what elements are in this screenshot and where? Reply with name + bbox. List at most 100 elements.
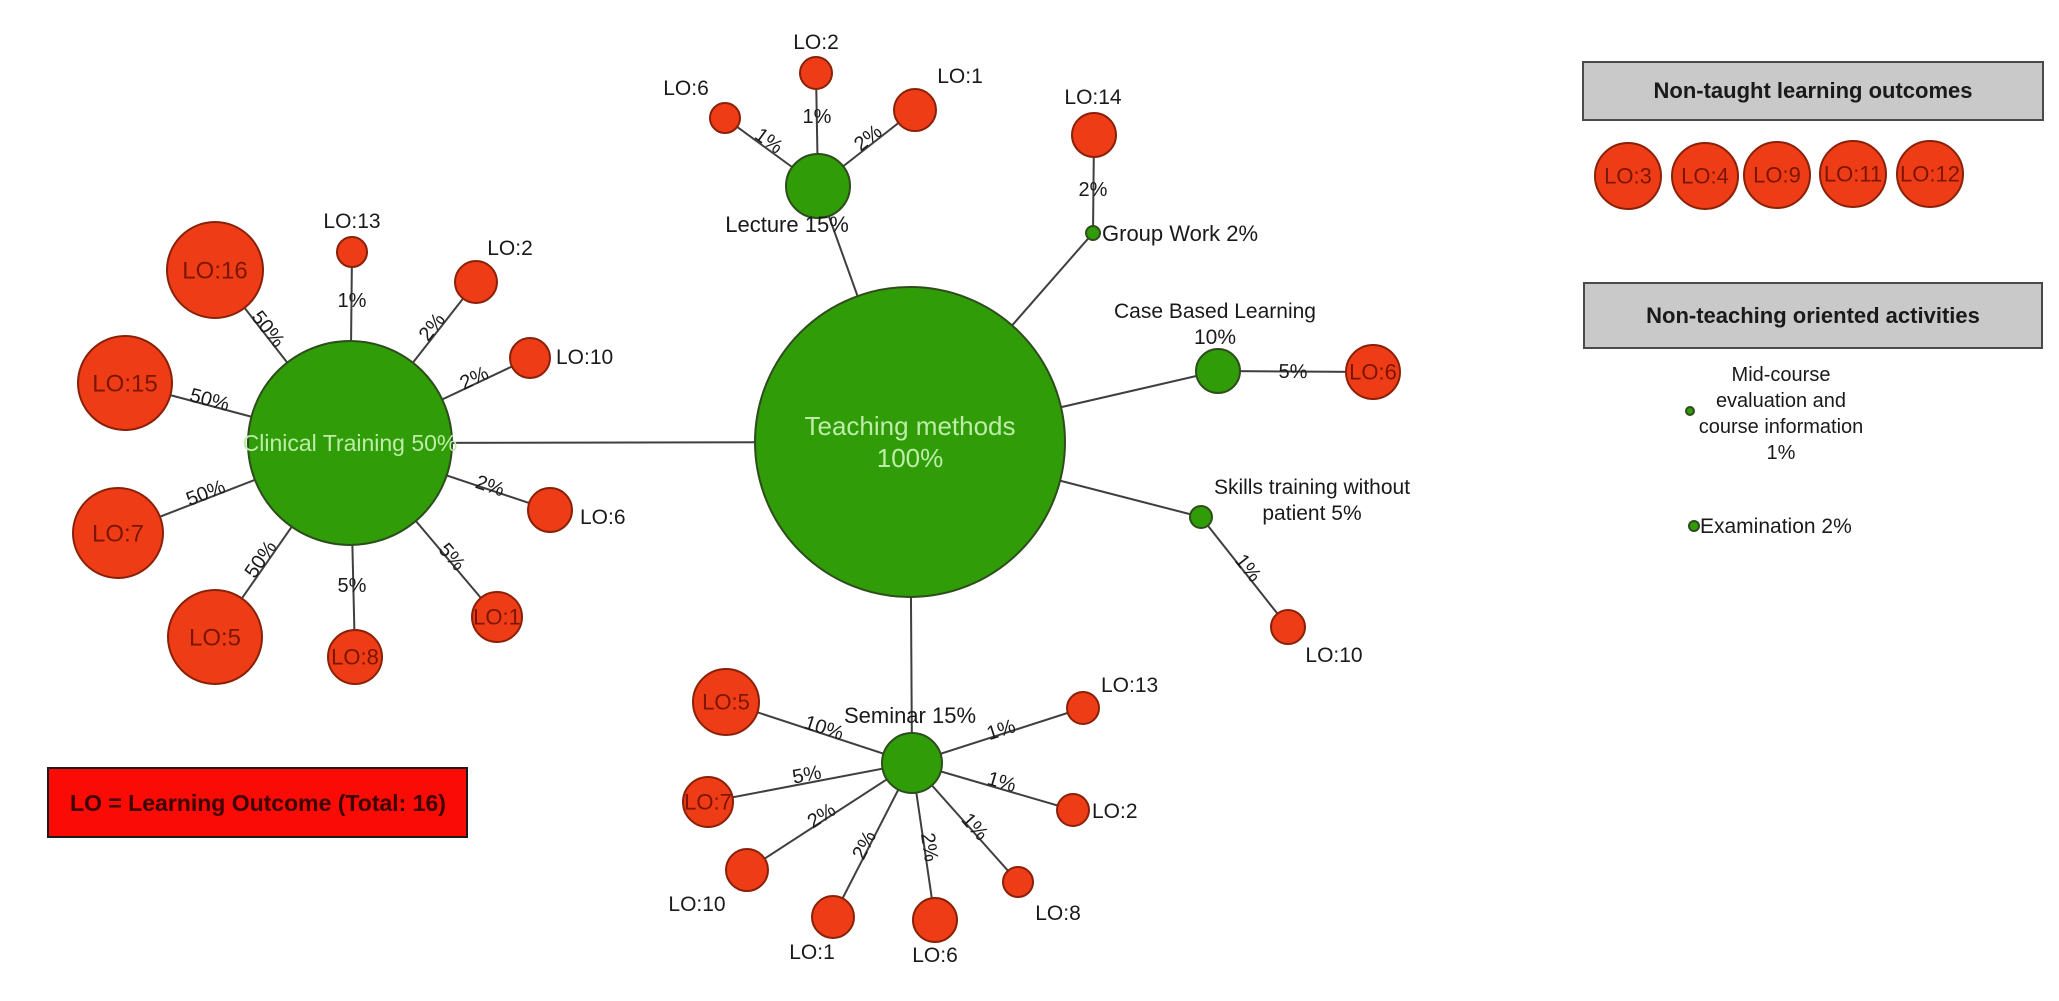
node-label-cl_lo2: LO:2 bbox=[487, 237, 533, 260]
method-node-seminar bbox=[881, 732, 943, 794]
outcome-node-cl_lo13 bbox=[336, 236, 368, 268]
node-label-cl_lo10: LO:10 bbox=[556, 346, 613, 369]
node-label-nt_lo12: LO:12 bbox=[1900, 162, 1960, 187]
pct-label-clinical-cl_lo16: 50% bbox=[247, 307, 289, 352]
node-label-lec_lo6: LO:6 bbox=[663, 77, 709, 100]
outcome-node-sem_lo7 bbox=[682, 776, 734, 828]
outcome-node-sem_lo1 bbox=[811, 895, 855, 939]
pct-label-seminar-sem_lo7: 5% bbox=[791, 762, 824, 789]
edge-seminar-sem_lo7 bbox=[707, 762, 913, 803]
pct-label-skills-sk_lo10: 1% bbox=[1230, 550, 1265, 586]
pct-label-clinical-cl_lo8: 5% bbox=[338, 575, 367, 597]
method-node-exam bbox=[1688, 520, 1700, 532]
node-label-lec_lo2: LO:2 bbox=[793, 31, 839, 54]
pct-label-seminar-sem_lo2: 1% bbox=[985, 768, 1019, 797]
pct-label-lecture-lec_lo1: 2% bbox=[850, 121, 886, 156]
outcome-node-cl_lo10 bbox=[509, 337, 551, 379]
legend-non-taught-title: Non-taught learning outcomes bbox=[1654, 78, 1973, 103]
outcome-node-lec_lo6 bbox=[709, 102, 741, 134]
node-label-sem_lo5: LO:5 bbox=[702, 690, 750, 715]
node-label-cl_lo8: LO:8 bbox=[331, 645, 379, 670]
outcome-node-sem_lo8 bbox=[1002, 866, 1034, 898]
pct-label-clinical-cl_lo7: 50% bbox=[183, 476, 228, 511]
pct-label-seminar-sem_lo5: 10% bbox=[801, 712, 846, 745]
outcome-node-lec_lo2 bbox=[799, 56, 833, 90]
node-label-sem_lo8: LO:8 bbox=[1035, 902, 1081, 925]
edge-skills-sk_lo10 bbox=[1200, 516, 1289, 628]
node-label-cl_lo13: LO:13 bbox=[323, 210, 380, 233]
pct-label-clinical-cl_lo6: 2% bbox=[473, 471, 508, 501]
node-label-sem_lo1: LO:1 bbox=[789, 941, 835, 964]
method-node-group_work bbox=[1085, 225, 1101, 241]
outcome-node-cbl_lo6 bbox=[1345, 344, 1401, 400]
footnote-box bbox=[47, 767, 468, 838]
outcome-node-sem_lo6 bbox=[912, 897, 958, 943]
pct-label-clinical-cl_lo1: 5% bbox=[434, 539, 470, 575]
node-label-sem_lo7: LO:7 bbox=[684, 790, 732, 815]
node-label-exam: Examination 2% bbox=[1700, 515, 1852, 538]
node-label-nt_lo11: LO:11 bbox=[1824, 162, 1882, 187]
method-node-skills bbox=[1189, 505, 1213, 529]
pct-label-seminar-sem_lo10: 2% bbox=[804, 799, 840, 833]
node-label-cl_lo15: LO:15 bbox=[92, 370, 157, 397]
method-node-lecture bbox=[785, 153, 851, 219]
node-label-cbl_lo6: LO:6 bbox=[1349, 360, 1397, 385]
pct-label-clinical-cl_lo2: 2% bbox=[415, 309, 450, 345]
outcome-node-sem_lo5 bbox=[692, 668, 760, 736]
node-label-lecture: Lecture 15% bbox=[725, 212, 849, 237]
node-label-mid_course: Mid-course evaluation and course informati… bbox=[1699, 364, 1864, 464]
node-label-sem_lo13: LO:13 bbox=[1101, 674, 1158, 697]
node-label-sem_lo2: LO:2 bbox=[1092, 800, 1138, 823]
footnote-label: LO = Learning Outcome (Total: 16) bbox=[70, 790, 446, 816]
node-label-teaching: Teaching methods 100% bbox=[804, 411, 1015, 473]
pct-label-cbl-cbl_lo6: 5% bbox=[1279, 361, 1308, 383]
outcome-node-cl_lo1 bbox=[471, 591, 523, 643]
node-label-cbl: Case Based Learning 10% bbox=[1114, 300, 1316, 349]
outcome-node-nt_lo11 bbox=[1819, 140, 1887, 208]
node-label-gw_lo14: LO:14 bbox=[1064, 86, 1122, 109]
outcome-node-sem_lo10 bbox=[725, 848, 769, 892]
outcome-node-nt_lo9 bbox=[1743, 141, 1811, 209]
node-label-nt_lo9: LO:9 bbox=[1753, 163, 1801, 188]
outcome-node-nt_lo3 bbox=[1594, 142, 1662, 210]
node-label-sk_lo10: LO:10 bbox=[1305, 644, 1362, 667]
outcome-node-cl_lo6 bbox=[527, 487, 573, 533]
node-label-nt_lo3: LO:3 bbox=[1604, 164, 1652, 189]
method-node-mid_course bbox=[1685, 406, 1695, 416]
pct-label-seminar-sem_lo6: 2% bbox=[916, 831, 942, 863]
nodes-layer bbox=[72, 56, 1964, 943]
outcome-node-sem_lo13 bbox=[1066, 691, 1100, 725]
outcome-node-gw_lo14 bbox=[1071, 112, 1117, 158]
legend-non-teaching-title: Non-teaching oriented activities bbox=[1646, 303, 1980, 328]
node-label-cl_lo16: LO:16 bbox=[182, 257, 247, 284]
node-label-nt_lo4: LO:4 bbox=[1681, 164, 1729, 189]
outcome-node-lec_lo1 bbox=[893, 88, 937, 132]
outcome-node-cl_lo7 bbox=[72, 487, 164, 579]
outcome-node-cl_lo5 bbox=[167, 589, 263, 685]
pct-label-lecture-lec_lo2: 1% bbox=[803, 106, 832, 128]
outcome-node-cl_lo2 bbox=[454, 260, 498, 304]
method-node-teaching bbox=[754, 286, 1066, 598]
node-label-sem_lo6: LO:6 bbox=[912, 944, 958, 967]
outcome-node-sem_lo2 bbox=[1056, 793, 1090, 827]
outcome-node-sk_lo10 bbox=[1270, 609, 1306, 645]
outcome-node-nt_lo12 bbox=[1896, 140, 1964, 208]
node-label-lec_lo1: LO:1 bbox=[937, 65, 983, 88]
outcome-node-cl_lo16 bbox=[166, 221, 264, 319]
method-node-cbl bbox=[1195, 348, 1241, 394]
node-label-clinical: Clinical Training 50% bbox=[243, 430, 458, 456]
node-label-cl_lo6: LO:6 bbox=[580, 506, 626, 529]
edge-seminar-sem_lo10 bbox=[746, 762, 913, 871]
node-label-cl_lo7: LO:7 bbox=[92, 520, 144, 547]
node-label-group_work: Group Work 2% bbox=[1102, 221, 1258, 246]
pct-label-lecture-lec_lo6: 1% bbox=[750, 124, 786, 159]
node-label-sem_lo10: LO:10 bbox=[668, 893, 725, 916]
node-label-skills: Skills training without patient 5% bbox=[1214, 476, 1410, 525]
outcome-node-cl_lo8 bbox=[327, 629, 383, 685]
pct-label-seminar-sem_lo13: 1% bbox=[984, 715, 1018, 745]
node-label-seminar: Seminar 15% bbox=[844, 703, 976, 728]
outcome-node-cl_lo15 bbox=[77, 335, 173, 431]
legend-non-teaching-box bbox=[1583, 282, 2043, 349]
